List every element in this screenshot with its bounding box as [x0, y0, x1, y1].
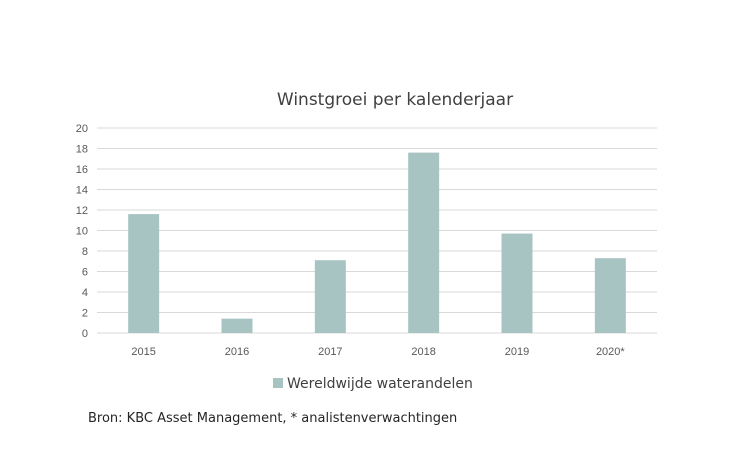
- bar: [221, 318, 253, 333]
- y-tick-label: 20: [76, 123, 88, 135]
- bar: [128, 214, 160, 333]
- chart-title: Winstgroei per kalenderjaar: [277, 90, 513, 110]
- y-tick-label: 2: [82, 308, 88, 320]
- bar: [501, 233, 533, 333]
- y-axis-ticks: 0 2 4 6 8 10 12 14 16 18 20: [76, 123, 88, 340]
- legend-label: Wereldwijde waterandelen: [287, 376, 473, 392]
- legend-swatch: [273, 378, 283, 388]
- y-tick-label: 0: [82, 328, 88, 340]
- y-tick-label: 10: [76, 226, 88, 238]
- x-tick-label: 2017: [318, 346, 342, 358]
- y-tick-label: 16: [76, 164, 88, 176]
- x-tick-label: 2015: [131, 346, 155, 358]
- legend: Wereldwijde waterandelen: [273, 376, 473, 392]
- y-tick-label: 12: [76, 205, 88, 217]
- bar: [408, 152, 440, 333]
- x-tick-label: 2016: [225, 346, 249, 358]
- x-axis-ticks: 2015 2016 2017 2018 2019 2020*: [131, 346, 625, 358]
- bars: [128, 152, 626, 333]
- y-tick-label: 4: [82, 287, 88, 299]
- x-tick-label: 2018: [411, 346, 435, 358]
- y-tick-label: 8: [82, 246, 88, 258]
- bar: [314, 260, 346, 333]
- bar: [594, 258, 626, 333]
- gridlines: [97, 127, 657, 334]
- x-tick-label: 2019: [505, 346, 529, 358]
- source-note: Bron: KBC Asset Management, * analistenv…: [88, 411, 458, 426]
- y-tick-label: 6: [82, 267, 88, 279]
- y-tick-label: 14: [76, 185, 88, 197]
- y-tick-label: 18: [76, 144, 88, 156]
- x-tick-label: 2020*: [596, 346, 625, 358]
